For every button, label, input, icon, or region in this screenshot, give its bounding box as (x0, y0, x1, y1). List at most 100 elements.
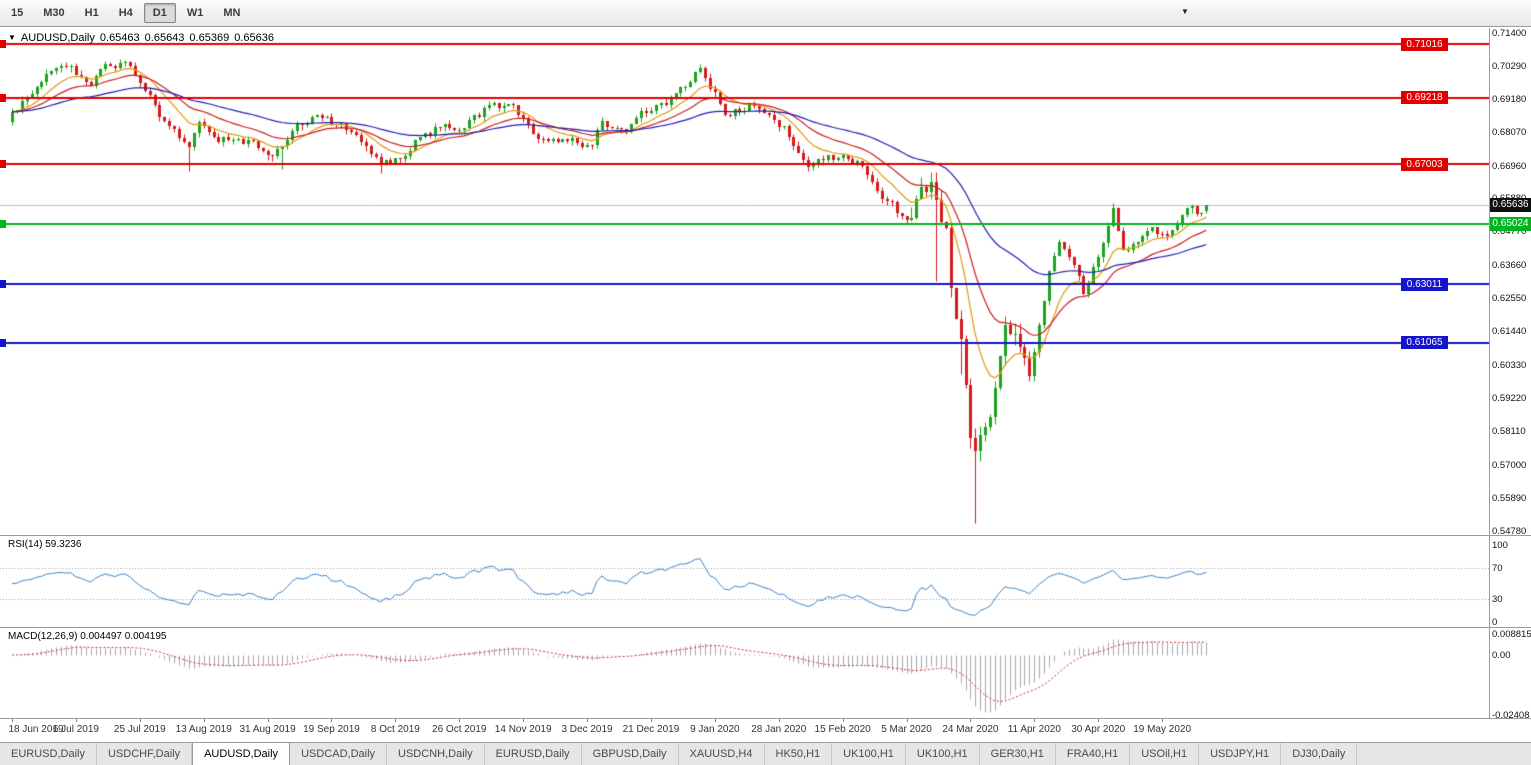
price-chart-panel: ▼ AUDUSD,Daily 0.65463 0.65643 0.65369 0.6563… (0, 28, 1489, 535)
hline-price-label[interactable]: 0.61065 (1401, 336, 1448, 350)
time-axis-label: 11 Apr 2020 (1007, 724, 1061, 735)
time-axis-label: 26 Oct 2019 (432, 724, 487, 735)
time-axis-tick (651, 719, 652, 722)
timeframe-button-h4[interactable]: H4 (118, 7, 133, 19)
panel-separator (0, 718, 1531, 719)
price-axis-label: 0.66960 (1492, 160, 1527, 172)
macd-canvas[interactable] (0, 628, 1489, 718)
price-axis-label: 0.54780 (1492, 526, 1527, 538)
chart-tab-bar: EURUSD,Daily USDCHF,Daily AUDUSD,Daily USDC… (0, 742, 1531, 765)
price-axis-label: 0.61440 (1492, 326, 1527, 338)
macd-axis-label: -0.02408 (1492, 710, 1530, 722)
time-axis-tick (779, 719, 780, 722)
hline-left-marker[interactable] (0, 160, 6, 169)
hline-left-marker[interactable] (0, 93, 6, 102)
price-axis-label: 0.62550 (1492, 293, 1527, 304)
chart-tab-uk100-h1[interactable]: UK100,H1 (906, 743, 980, 765)
price-axis-label: 0.64770 (1492, 226, 1527, 238)
price-axis-label: 0.68070 (1492, 127, 1527, 139)
time-axis-label: 9 Jan 2020 (690, 724, 740, 735)
chart-tab-usoil-h1[interactable]: USOil,H1 (1130, 743, 1200, 765)
toolbar-overflow-icon[interactable]: ▼ (1181, 7, 1189, 16)
price-axis[interactable]: 0.714000.702900.691800.680700.669600.658… (1490, 27, 1531, 722)
hline-price-label[interactable]: 0.65024 (1490, 216, 1531, 231)
hline-left-marker[interactable] (0, 280, 6, 289)
chart-tab-audusd-daily[interactable]: AUDUSD,Daily (192, 743, 291, 765)
ohlc-high: 0.65643 (144, 32, 185, 44)
chart-tab-uk100-h1[interactable]: UK100,H1 (832, 743, 906, 765)
chart-tab-usdcad-daily[interactable]: USDCAD,Daily (290, 743, 388, 765)
chart-tab-usdcnh-daily[interactable]: USDCNH,Daily (387, 743, 485, 765)
rsi-label: RSI(14) 59.3236 (8, 539, 82, 550)
chart-title: ▼ AUDUSD,Daily 0.65463 0.65643 0.65369 0.6563… (8, 32, 279, 44)
price-axis-label: 0.69180 (1492, 94, 1527, 106)
time-axis-tick (76, 719, 77, 722)
timeframe-button-15[interactable]: 15 (11, 7, 24, 19)
price-axis-label: 0.59220 (1492, 392, 1527, 404)
chart-tab-ger30-h1[interactable]: GER30,H1 (980, 743, 1056, 765)
time-axis-tick (907, 719, 908, 722)
chart-tab-dj30-daily[interactable]: DJ30,Daily (1281, 743, 1358, 765)
timeframe-button-w1[interactable]: W1 (186, 7, 204, 19)
ohlc-low: 0.65369 (189, 32, 230, 44)
time-axis-label: 3 Dec 2019 (561, 724, 613, 735)
time-axis-tick (395, 719, 396, 722)
time-axis-label: 24 Mar 2020 (942, 724, 999, 735)
time-axis-tick (459, 719, 460, 722)
hline-price-label[interactable]: 0.63011 (1401, 277, 1448, 291)
price-axis-label: 0.71400 (1492, 27, 1527, 39)
time-axis[interactable]: 18 Jun 2019 6 Jul 2019 25 Jul 2019 13 Aug 2… (0, 719, 1531, 742)
chart-tab-usdchf-daily[interactable]: USDCHF,Daily (97, 743, 193, 765)
time-axis-label: 8 Oct 2019 (370, 724, 420, 735)
hline-left-marker[interactable] (0, 40, 6, 49)
ohlc-close: 0.65636 (234, 32, 274, 44)
time-axis-tick (843, 719, 844, 722)
time-axis-label: 14 Nov 2019 (494, 724, 552, 735)
price-axis-label: 0.60330 (1492, 359, 1527, 371)
symbol-collapse-icon[interactable]: ▼ (8, 33, 16, 42)
hline-price-label[interactable]: 0.71016 (1401, 37, 1448, 51)
timeframe-button-d1[interactable]: D1 (143, 3, 176, 23)
chart-tab-hk50-h1[interactable]: HK50,H1 (765, 743, 833, 765)
timeframe-button-m30[interactable]: M30 (43, 7, 65, 19)
price-axis-border (1489, 28, 1490, 718)
time-axis-tick (140, 719, 141, 722)
time-axis-label: 21 Dec 2019 (622, 724, 680, 735)
time-axis-label: 15 Feb 2020 (814, 724, 871, 735)
time-axis-tick (331, 719, 332, 722)
macd-axis-label: 0.00 (1492, 650, 1511, 661)
price-chart-canvas[interactable] (0, 28, 1489, 535)
price-axis-label: 0.55890 (1492, 492, 1527, 504)
time-axis-label: 19 Sep 2019 (303, 724, 360, 735)
time-axis-tick (715, 719, 716, 722)
time-axis-tick (1098, 719, 1099, 722)
hline-price-label[interactable]: 0.69218 (1401, 91, 1448, 105)
rsi-axis-label: 70 (1492, 563, 1503, 575)
rsi-canvas[interactable] (0, 536, 1489, 627)
chart-tab-eurusd-daily[interactable]: EURUSD,Daily (485, 743, 582, 765)
time-axis-label: 30 Apr 2020 (1071, 724, 1126, 735)
time-axis-tick (523, 719, 524, 722)
chart-tab-usdjpy-h1[interactable]: USDJPY,H1 (1199, 743, 1282, 765)
time-axis-tick (1034, 719, 1035, 722)
time-axis-label: 5 Mar 2020 (881, 724, 932, 735)
hline-price-label[interactable]: 0.67003 (1401, 157, 1448, 171)
time-axis-tick (12, 719, 13, 722)
rsi-axis-label: 0 (1492, 617, 1498, 628)
time-axis-label: 18 Jun 2019 (8, 724, 64, 735)
chart-tab-gbpusd-daily[interactable]: GBPUSD,Daily (582, 743, 679, 765)
price-axis-label: 0.58110 (1492, 426, 1526, 438)
hline-left-marker[interactable] (0, 338, 6, 347)
chart-overlay: 0.71016 0.69218 0.67003 0.63011 0.61065 (0, 28, 1489, 535)
timeframe-button-h1[interactable]: H1 (84, 7, 99, 19)
chart-tab-xauusd-h4[interactable]: XAUUSD,H4 (679, 743, 765, 765)
time-axis-tick (268, 719, 269, 722)
time-axis-label: 28 Jan 2020 (751, 724, 807, 735)
price-axis-label: 0.70290 (1492, 60, 1527, 72)
hline-left-marker[interactable] (0, 219, 6, 228)
rsi-axis-label: 30 (1492, 593, 1503, 605)
chart-tab-fra40-h1[interactable]: FRA40,H1 (1056, 743, 1131, 765)
timeframe-button-mn[interactable]: MN (223, 7, 241, 19)
panel-separator (0, 535, 1531, 536)
chart-tab-eurusd-daily[interactable]: EURUSD,Daily (0, 743, 97, 765)
